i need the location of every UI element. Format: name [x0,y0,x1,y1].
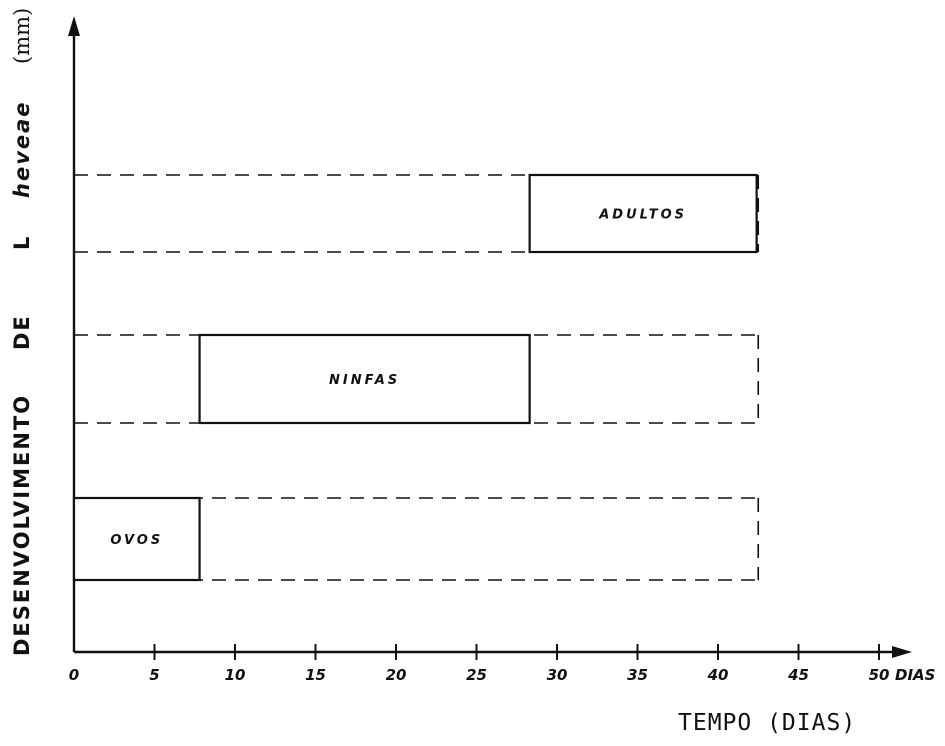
x-tick-label: 5 [149,666,159,684]
x-tick-label: 20 [386,666,407,684]
y-axis-unit: (mm) [10,8,34,64]
x-tick-label: 30 [547,666,568,684]
y-axis-label-part: DE [10,314,34,350]
y-axis-label-part: L [10,235,34,250]
stage-bar-label: OVOS [110,533,163,548]
x-axis-title: TEMPO (DIAS) [678,710,856,736]
x-axis-arrow [892,646,912,658]
x-tick-label: 45 [787,666,809,684]
y-axis-label-part: heveae [10,100,34,198]
x-tick-label: 50 [869,666,890,684]
y-axis-arrow [68,16,80,36]
y-axis-label-part: DESENVOLVIMENTO [10,394,34,656]
x-tick-label: 0 [69,666,79,684]
stage-bar-label: NINFAS [329,373,400,388]
x-axis-unit-label: DIAS [895,666,935,684]
stage-bar [528,173,758,254]
y-axis-title: DESENVOLVIMENTO DE L heveae (mm) [10,8,34,656]
x-tick-label: 25 [466,666,487,684]
stage-bar [72,496,201,582]
x-tick-label: 15 [305,666,326,684]
x-axis-ticks: 0 5 10 15 20 25 30 35 40 45 50 [69,644,890,684]
stage-bar-label: ADULTOS [598,208,687,223]
x-tick-label: 35 [627,666,648,684]
x-tick-label: 10 [225,666,246,684]
stage-bar [198,333,531,425]
stage-bars: OVOS NINFAS ADULTOS [72,173,760,582]
x-tick-label: 40 [707,666,729,684]
